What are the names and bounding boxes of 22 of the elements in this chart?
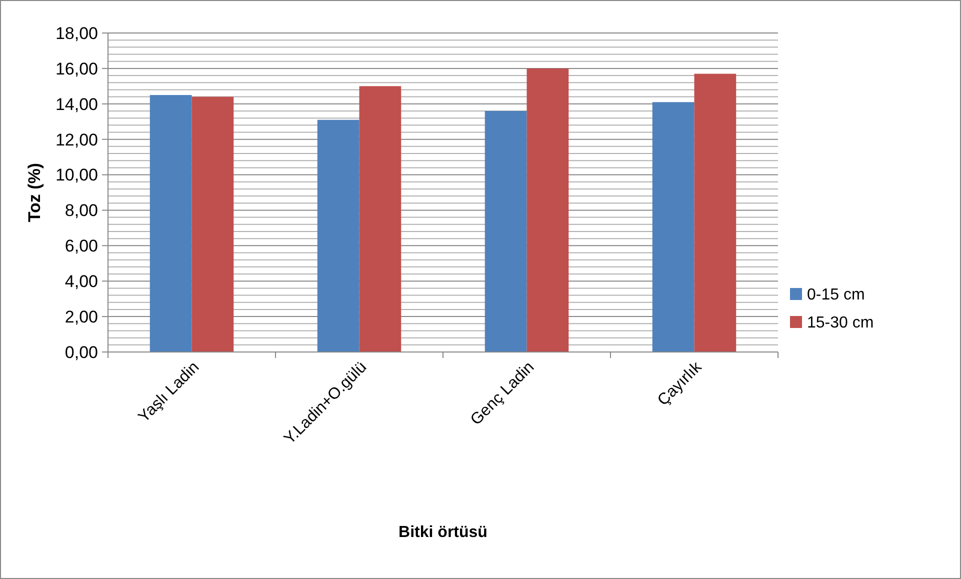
bar xyxy=(484,110,527,352)
y-axis-title: Toz (%) xyxy=(25,162,44,222)
bar xyxy=(526,68,569,352)
y-tick-label: 4,00 xyxy=(64,272,98,292)
y-tick-label: 18,00 xyxy=(55,24,98,43)
y-tick-label: 0,00 xyxy=(64,342,98,362)
bar xyxy=(359,86,402,352)
legend-label: 0-15 cm xyxy=(807,286,865,304)
bar xyxy=(192,96,234,352)
bar xyxy=(694,74,736,352)
y-tick-label: 14,00 xyxy=(55,94,98,114)
y-tick-label: 8,00 xyxy=(64,201,98,220)
bar xyxy=(652,102,694,352)
y-tick-label: 16,00 xyxy=(55,59,98,78)
y-tick-label: 6,00 xyxy=(64,236,98,256)
bar xyxy=(317,120,360,352)
bar xyxy=(150,95,192,352)
y-tick-label: 10,00 xyxy=(55,166,98,185)
y-tick-label: 12,00 xyxy=(55,130,98,150)
legend-label: 15-30 cm xyxy=(807,314,874,332)
x-axis-title: Bitki örtüsü xyxy=(398,524,488,541)
y-tick-label: 2,00 xyxy=(64,308,98,327)
